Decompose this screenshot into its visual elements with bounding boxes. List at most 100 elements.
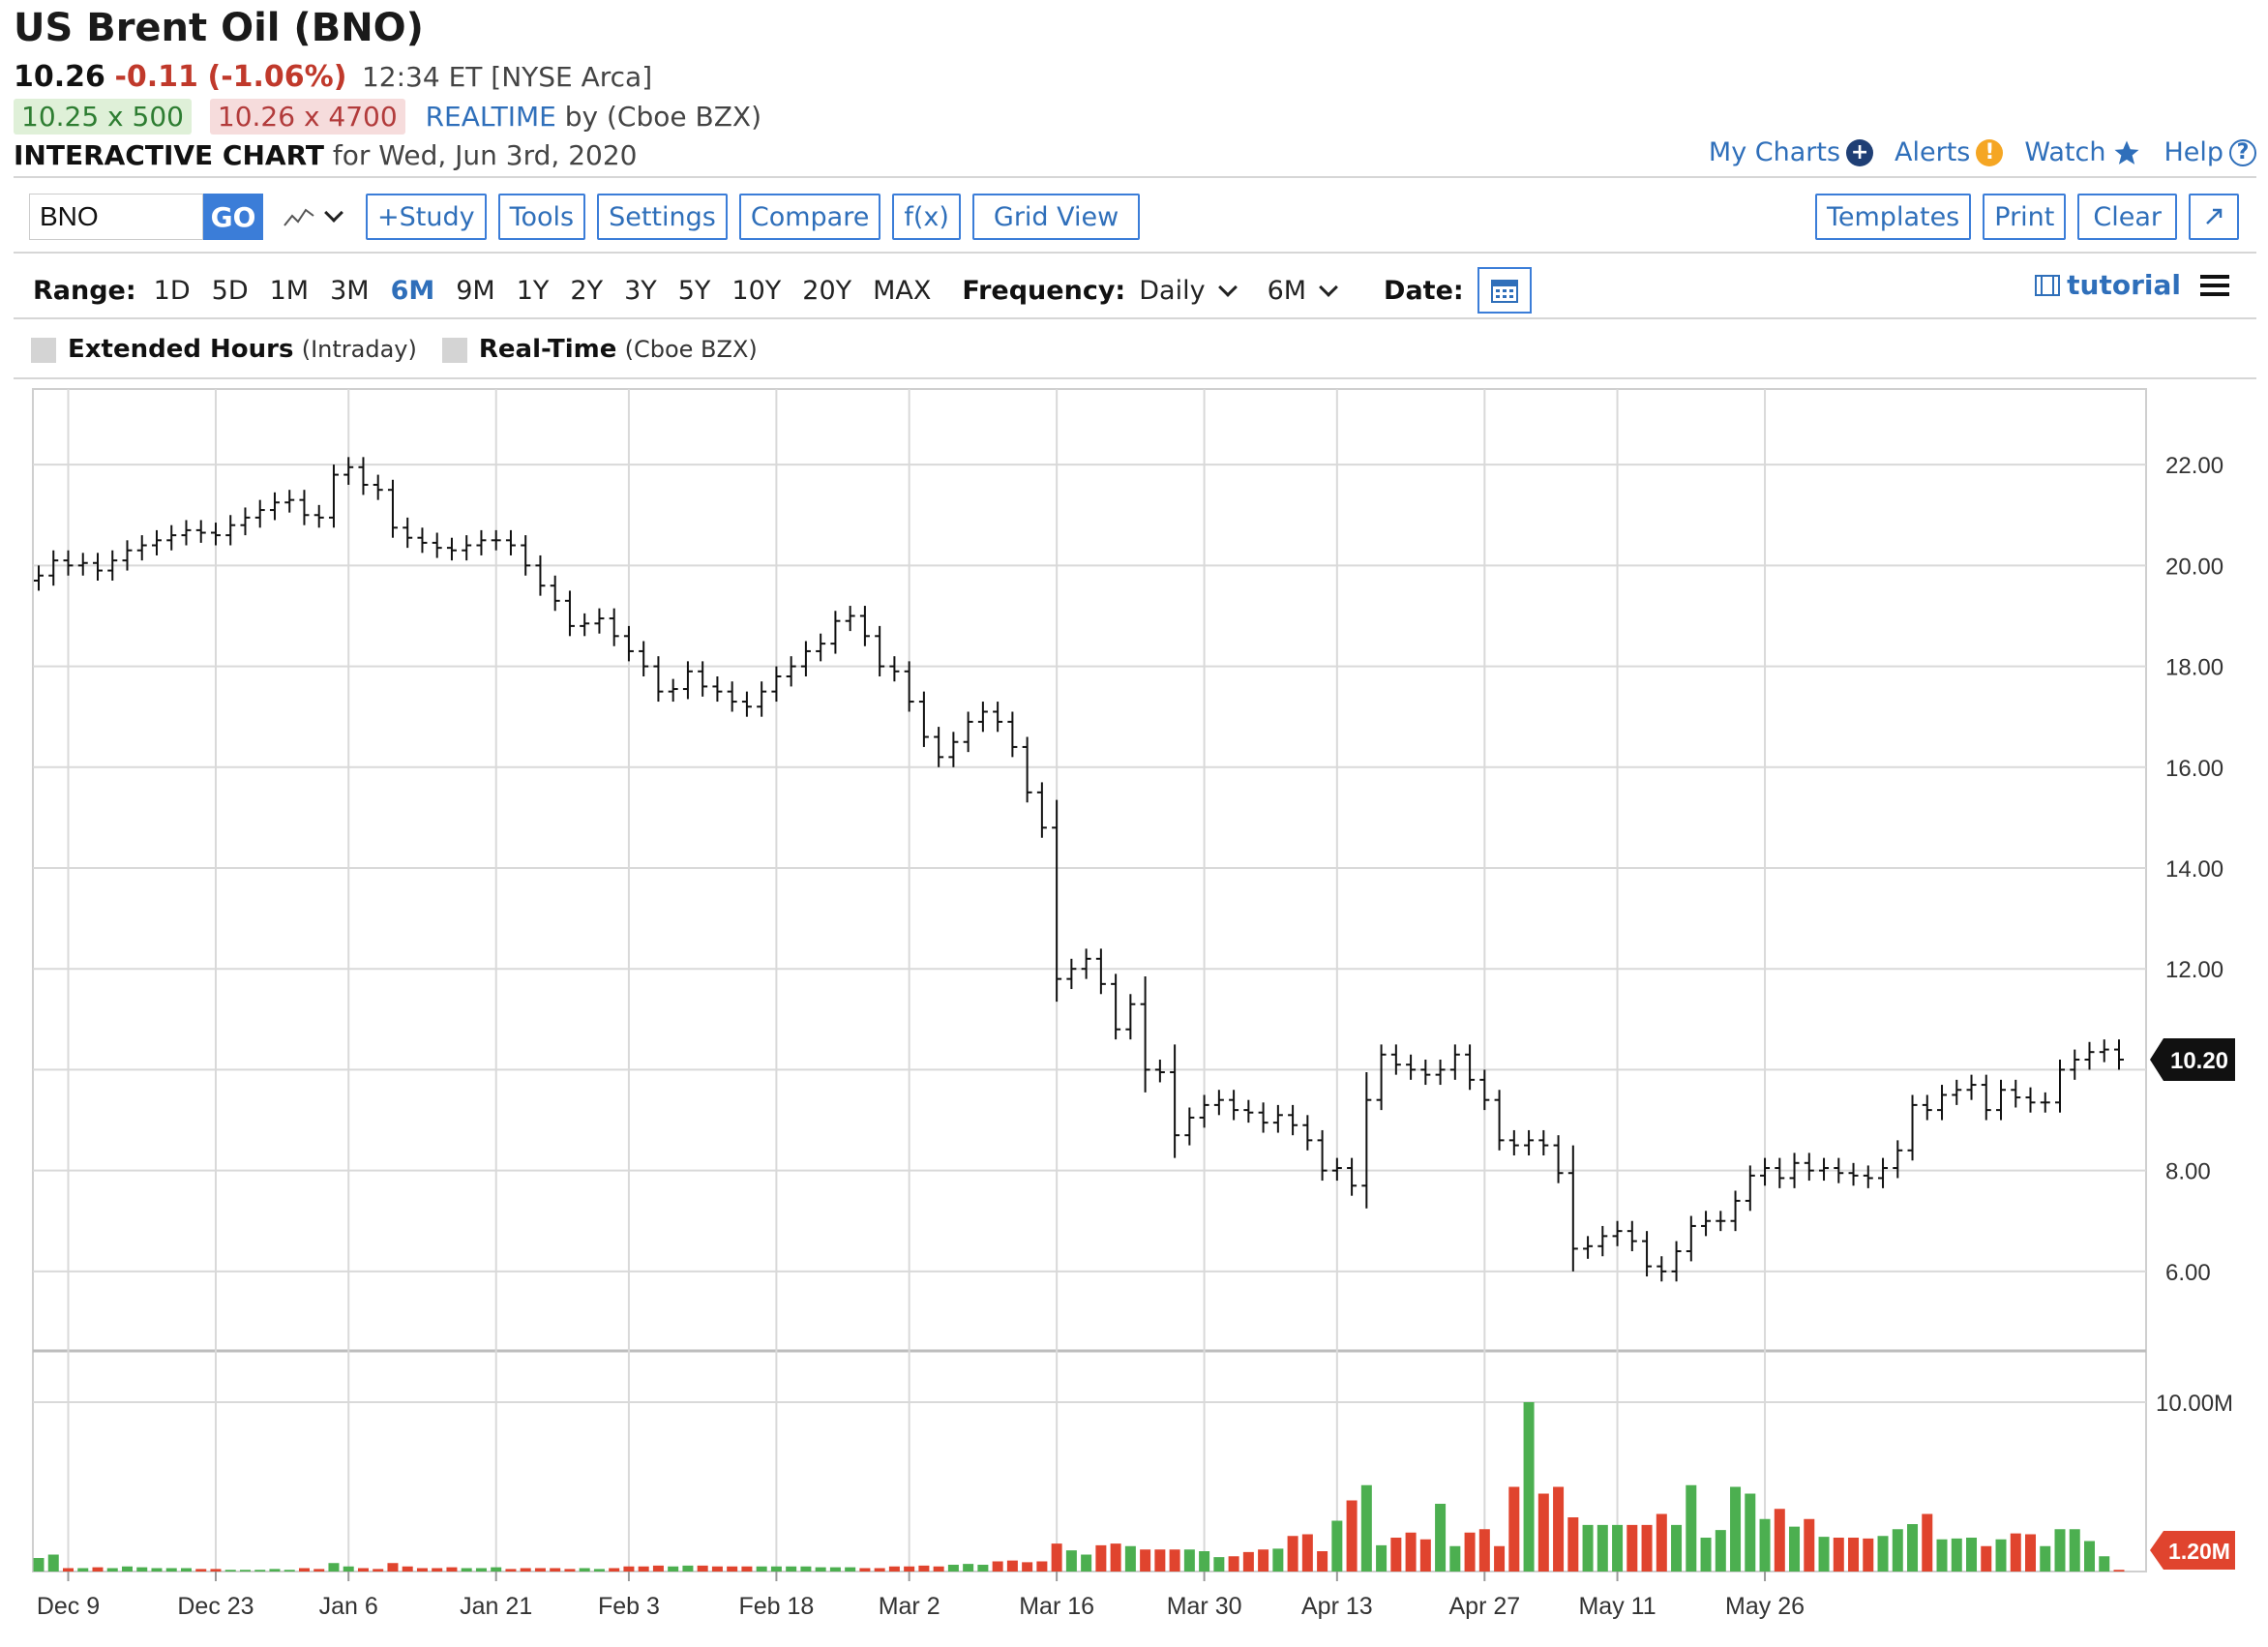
ohlc-bar <box>1863 1165 1873 1188</box>
x-tick-label: Jan 21 <box>460 1593 532 1620</box>
ohlc-bar <box>181 520 192 546</box>
ohlc-bar <box>1154 1060 1165 1083</box>
plus-circle-icon: + <box>1846 138 1874 166</box>
range-option-3m[interactable]: 3M <box>330 275 370 306</box>
ohlc-bar <box>1007 711 1018 758</box>
range-option-5d[interactable]: 5D <box>211 275 249 306</box>
ohlc-bar <box>1479 1069 1490 1111</box>
ohlc-bar <box>550 575 560 612</box>
real-time-option[interactable]: Real-Time (Cboe BZX) <box>441 335 758 364</box>
help-link[interactable]: Help ? <box>2164 137 2256 167</box>
range-option-9m[interactable]: 9M <box>456 275 495 306</box>
volume-bar <box>1789 1526 1801 1572</box>
divider <box>14 377 2256 379</box>
volume-bar <box>1360 1484 1372 1572</box>
ohlc-bar <box>1243 1099 1254 1123</box>
divider <box>14 252 2256 254</box>
real-time-checkbox[interactable] <box>441 337 467 363</box>
extended-hours-checkbox[interactable] <box>31 337 56 363</box>
help-icon: ? <box>2229 138 2256 166</box>
templates-button[interactable]: Templates <box>1814 194 1972 240</box>
range-option-6m[interactable]: 6M <box>390 275 435 306</box>
ohlc-bar <box>1597 1225 1608 1257</box>
page-title: US Brent Oil (BNO) <box>14 6 424 50</box>
tutorial-area: tutorial <box>2034 269 2229 301</box>
volume-bar <box>1759 1518 1771 1572</box>
range-option-10y[interactable]: 10Y <box>731 275 782 306</box>
options-row: Extended Hours (Intraday) Real-Time (Cbo… <box>31 335 758 364</box>
range-bar: Range: 1D 5D 1M 3M 6M 9M 1Y 2Y 3Y 5Y 10Y 20Y MAX Fre… <box>33 267 1532 314</box>
volume-bar <box>786 1566 797 1572</box>
menu-icon[interactable] <box>2200 274 2229 296</box>
go-button[interactable]: GO <box>203 194 263 240</box>
volume-bar <box>534 1568 546 1572</box>
date-picker-button[interactable] <box>1477 267 1532 314</box>
volume-bar <box>1833 1538 1844 1572</box>
volume-bar <box>47 1554 59 1572</box>
ohlc-bar <box>48 550 59 586</box>
print-button[interactable]: Print <box>1983 194 2067 240</box>
tools-button[interactable]: Tools <box>497 194 586 240</box>
ohlc-bar <box>580 613 590 637</box>
volume-bar <box>254 1570 266 1572</box>
volume-bar <box>1907 1524 1919 1572</box>
volume-bar <box>564 1569 576 1572</box>
symbol-input[interactable] <box>29 194 203 240</box>
chart-type-selector[interactable] <box>283 203 344 229</box>
ohlc-bar <box>1449 1044 1460 1080</box>
ohlc-bar <box>1066 958 1077 990</box>
ohlc-bar <box>1420 1060 1431 1086</box>
range-option-20y[interactable]: 20Y <box>802 275 852 306</box>
volume-bar <box>1405 1532 1417 1572</box>
range-option-5y[interactable]: 5Y <box>677 275 711 306</box>
ohlc-bar <box>1125 994 1136 1040</box>
ohlc-bar <box>254 499 265 528</box>
range-option-1m[interactable]: 1M <box>269 275 310 306</box>
volume-bar <box>1317 1551 1328 1572</box>
function-button[interactable]: f(x) <box>892 194 961 240</box>
ohlc-bar <box>741 691 752 717</box>
range-option-1y[interactable]: 1Y <box>516 275 550 306</box>
settings-button[interactable]: Settings <box>597 194 728 240</box>
ohlc-bar <box>816 633 826 662</box>
extended-hours-option[interactable]: Extended Hours (Intraday) <box>31 335 417 364</box>
tutorial-link[interactable]: tutorial <box>2034 269 2181 301</box>
range-option-3y[interactable]: 3Y <box>624 275 657 306</box>
watch-link[interactable]: Watch <box>2024 137 2142 167</box>
volume-bar <box>992 1561 1003 1572</box>
volume-bar <box>1981 1545 1992 1572</box>
x-tick-label: Mar 30 <box>1167 1593 1242 1620</box>
ohlc-bar <box>712 676 723 703</box>
study-button[interactable]: +Study <box>366 194 487 240</box>
ohlc-bar <box>800 641 811 676</box>
volume-bar <box>151 1568 163 1572</box>
volume-bar <box>1331 1520 1343 1572</box>
ohlc-bar <box>564 590 575 637</box>
volume-bar <box>432 1568 443 1572</box>
compare-button[interactable]: Compare <box>738 194 881 240</box>
ohlc-bar <box>535 554 546 596</box>
frequency-select[interactable]: Daily <box>1139 275 1206 306</box>
volume-bar <box>195 1569 207 1572</box>
ohlc-bar <box>639 641 649 676</box>
expand-button[interactable] <box>2189 194 2239 240</box>
volume-bar <box>1641 1524 1653 1572</box>
clear-button[interactable]: Clear <box>2077 194 2177 240</box>
ohlc-bar <box>2099 1039 2109 1063</box>
range-option-2y[interactable]: 2Y <box>570 275 604 306</box>
my-charts-link[interactable]: My Charts + <box>1709 137 1874 167</box>
volume-bar <box>1081 1554 1092 1572</box>
top-links: My Charts + Alerts ! Watch Help ? <box>1709 137 2256 167</box>
period-select[interactable]: 6M <box>1267 275 1307 306</box>
realtime-link[interactable]: REALTIME <box>425 101 556 133</box>
range-label: Range: <box>33 275 136 306</box>
grid-view-button[interactable]: Grid View <box>971 194 1141 240</box>
range-option-1d[interactable]: 1D <box>153 275 191 306</box>
ohlc-bar <box>313 504 324 528</box>
range-option-max[interactable]: MAX <box>873 275 932 306</box>
bid-ask-row: 10.25 x 500 10.26 x 4700 REALTIME by (Cb… <box>14 99 761 135</box>
volume-bar <box>1848 1538 1860 1572</box>
alerts-link[interactable]: Alerts ! <box>1895 137 2004 167</box>
volume-bar <box>947 1565 959 1572</box>
